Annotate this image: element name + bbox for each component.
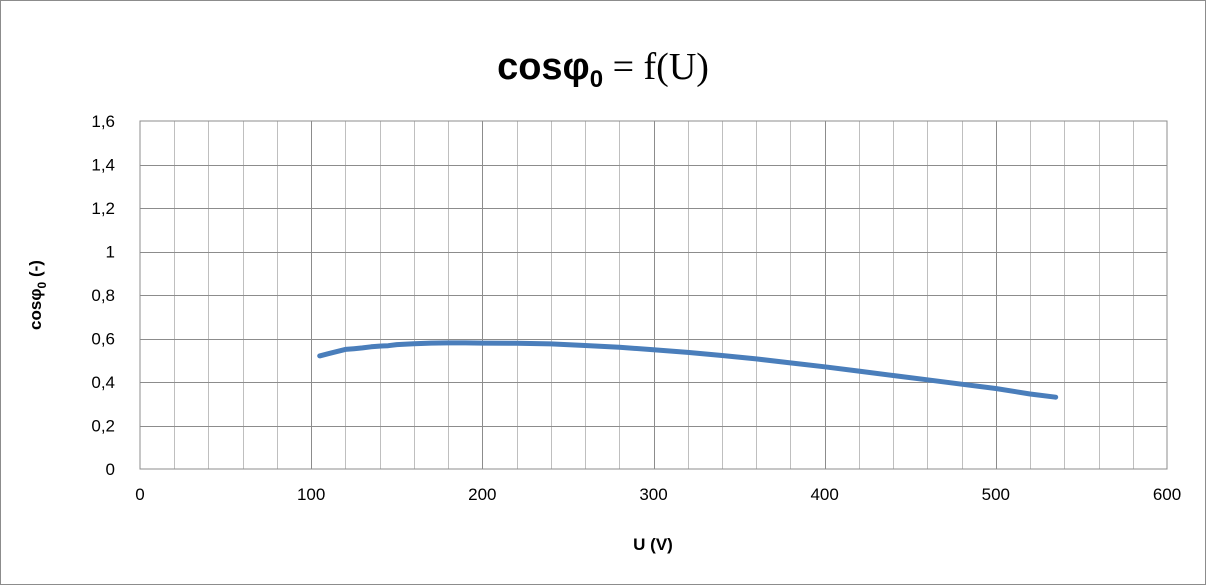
y-tick-label: 0,4 xyxy=(91,373,115,392)
y-tick-label: 0,6 xyxy=(91,330,115,349)
x-tick-label: 400 xyxy=(810,485,838,504)
y-tick-label: 1,2 xyxy=(91,199,115,218)
x-tick-label: 0 xyxy=(135,485,144,504)
x-tick-label: 100 xyxy=(297,485,325,504)
y-tick-label: 1 xyxy=(106,243,115,262)
chart-title-subscript: 0 xyxy=(590,66,603,93)
y-tick-label: 0 xyxy=(106,460,115,479)
y-axis-title-subscript: 0 xyxy=(35,281,49,288)
y-axis-title: cosφ0 (-) xyxy=(26,260,49,330)
y-tick-label: 1,4 xyxy=(91,156,115,175)
plot-area-border xyxy=(139,120,1168,470)
y-axis-tick-labels: 0 0,2 0,4 0,6 0,8 1 1,2 1,4 1,6 xyxy=(91,112,115,479)
series-layer xyxy=(317,340,1059,400)
y-axis-title-base: cosφ xyxy=(26,288,45,329)
x-tick-label: 300 xyxy=(639,485,667,504)
series-line xyxy=(317,340,1059,400)
chart-title-rest: = f(U) xyxy=(603,46,709,88)
y-tick-label: 0,8 xyxy=(91,286,115,305)
chart-title-base: cosφ xyxy=(497,46,590,88)
gridlines-major xyxy=(140,121,1167,469)
chart-title: cosφ0 = f(U) xyxy=(497,46,709,93)
y-axis-title-rest: (-) xyxy=(26,260,45,282)
x-tick-label: 600 xyxy=(1153,485,1181,504)
x-tick-label: 200 xyxy=(468,485,496,504)
x-tick-label: 500 xyxy=(982,485,1010,504)
x-axis-title: U (V) xyxy=(633,535,673,554)
y-tick-label: 1,6 xyxy=(91,112,115,131)
x-axis-tick-labels: 0 100 200 300 400 500 600 xyxy=(135,485,1181,504)
y-tick-label: 0,2 xyxy=(91,417,115,436)
